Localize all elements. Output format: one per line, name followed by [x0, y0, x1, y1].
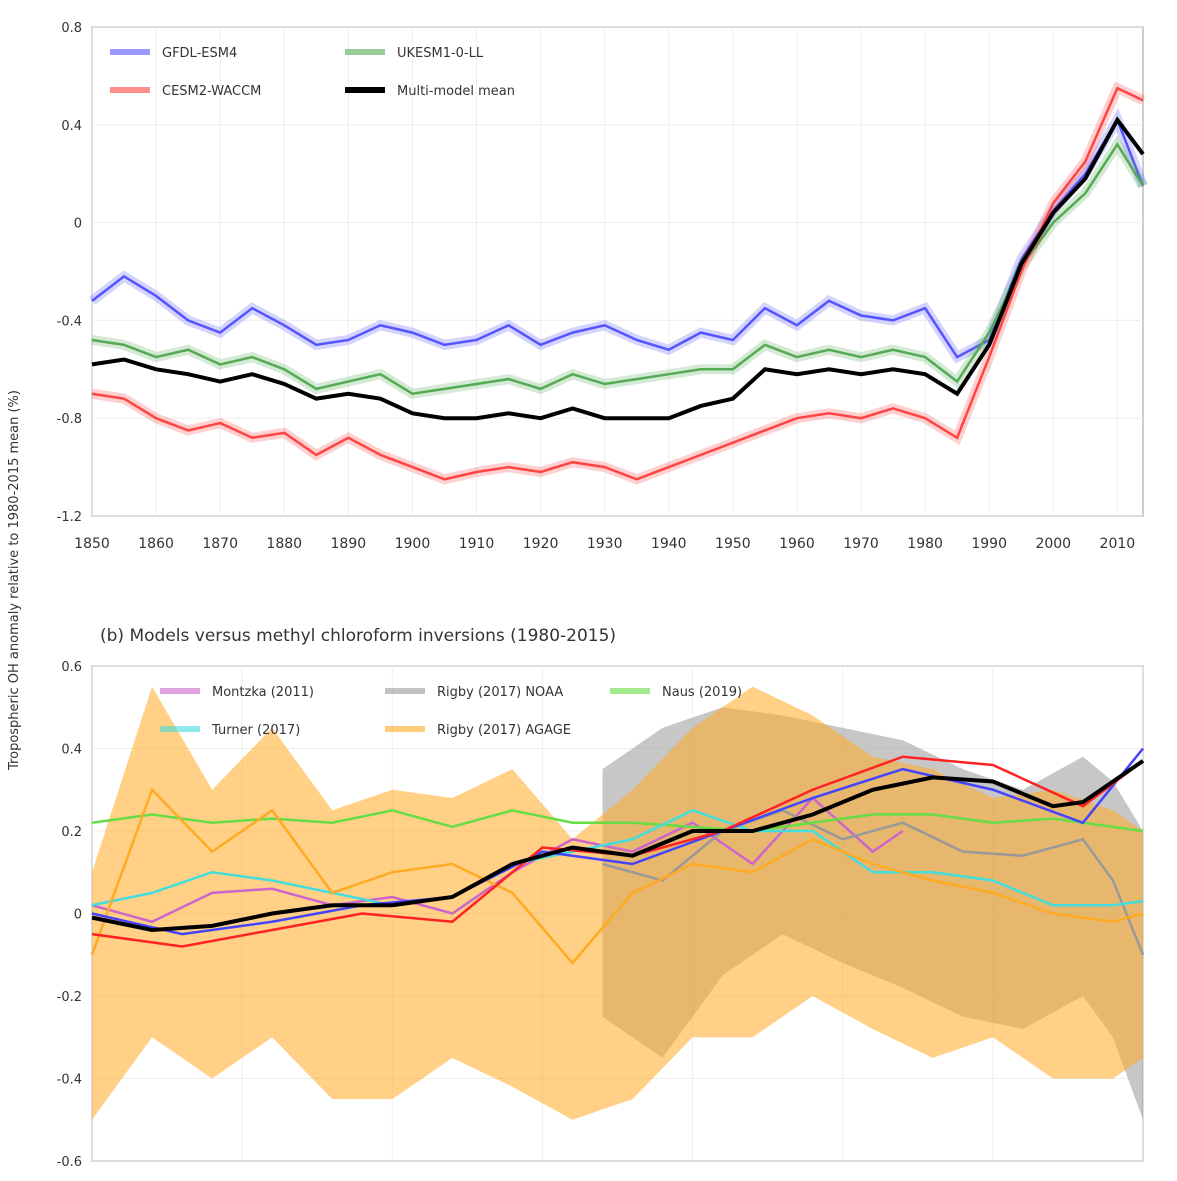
panel-b: 198019851990199520002005201020150.60.40.…: [57, 660, 1145, 1170]
series-line-rigby-2017-agage: [90, 787, 1144, 965]
y-tick-label: -0.2: [57, 990, 82, 1005]
legend-label: Naus (2019): [662, 685, 742, 700]
y-tick-label: 0.8: [61, 21, 82, 36]
x-tick-label: 1990: [971, 536, 1007, 552]
plot-area: [91, 26, 1144, 517]
y-tick-label: 0: [74, 908, 82, 923]
legend-label: Turner (2017): [211, 723, 300, 738]
x-tick-label: 2010: [1100, 536, 1136, 552]
legend-label: UKESM1-0-LL: [397, 46, 484, 61]
x-tick-label: 1900: [395, 536, 431, 552]
x-tick-label: 1980: [907, 536, 943, 552]
x-tick-label: 1870: [202, 536, 238, 552]
panel-b-title: (b) Models versus methyl chloroform inve…: [100, 626, 616, 646]
panel-a: 1850 1860 1870 1880 1890 1900 1910 1920 1930 1940…: [57, 21, 1148, 552]
x-tick-label: 1890: [331, 536, 367, 552]
legend-label: Montzka (2011): [212, 685, 314, 700]
series-line-gfdl-esm4: [91, 747, 1144, 936]
band-rigby-2017-agage: [92, 686, 1143, 1120]
series-line-turner-2017-: [91, 809, 1144, 907]
series-line-rigby-2017-noaa: [602, 809, 1145, 956]
x-tick-label: 1960: [779, 536, 815, 552]
x-tick-label: 1970: [843, 536, 879, 552]
legend-label: CESM2-WACCM: [162, 84, 261, 99]
x-tick-label: 1920: [523, 536, 559, 552]
x-tick-label: 1950: [715, 536, 751, 552]
y-tick-label: 0.4: [61, 119, 82, 134]
y-tick-label: -1.2: [57, 510, 82, 525]
series-line-cesm2-waccm: [91, 86, 1144, 481]
legend-label: Rigby (2017) AGAGE: [437, 723, 571, 738]
x-tick-label: 1850: [74, 536, 110, 552]
x-tick-label: 2000: [1035, 536, 1071, 552]
x-tick-label: 1880: [266, 536, 302, 552]
y-tick-label: -0.4: [57, 1073, 82, 1088]
y-tick-label: 0.2: [61, 825, 82, 840]
legend-label: Rigby (2017) NOAA: [437, 685, 563, 700]
y-tick-label: 0.4: [61, 743, 82, 758]
x-tick-label: 1910: [459, 536, 495, 552]
y-tick-label: -0.4: [57, 314, 82, 329]
x-tick-label: 1930: [587, 536, 623, 552]
y-tick-label: 0.6: [61, 660, 82, 675]
x-tick-label: 1940: [651, 536, 687, 552]
series-line-multi-model-mean: [91, 759, 1145, 933]
x-tick-label: 1860: [138, 536, 174, 552]
y-tick-label: -0.6: [57, 1155, 82, 1170]
y-tick-label: 0: [74, 217, 82, 232]
series-line-multi-model-mean: [91, 116, 1145, 421]
y-tick-label: -0.8: [57, 412, 82, 427]
series-line-gfdl-esm4: [91, 117, 1145, 359]
series-line-naus-2019-: [91, 809, 1144, 833]
series-line-ukesm1-0-ll: [91, 142, 1145, 396]
legend-label: GFDL-ESM4: [162, 46, 237, 61]
y-axis-label: Tropospheric OH anomaly relative to 1980…: [7, 390, 22, 771]
legend-label: Multi-model mean: [397, 84, 515, 99]
